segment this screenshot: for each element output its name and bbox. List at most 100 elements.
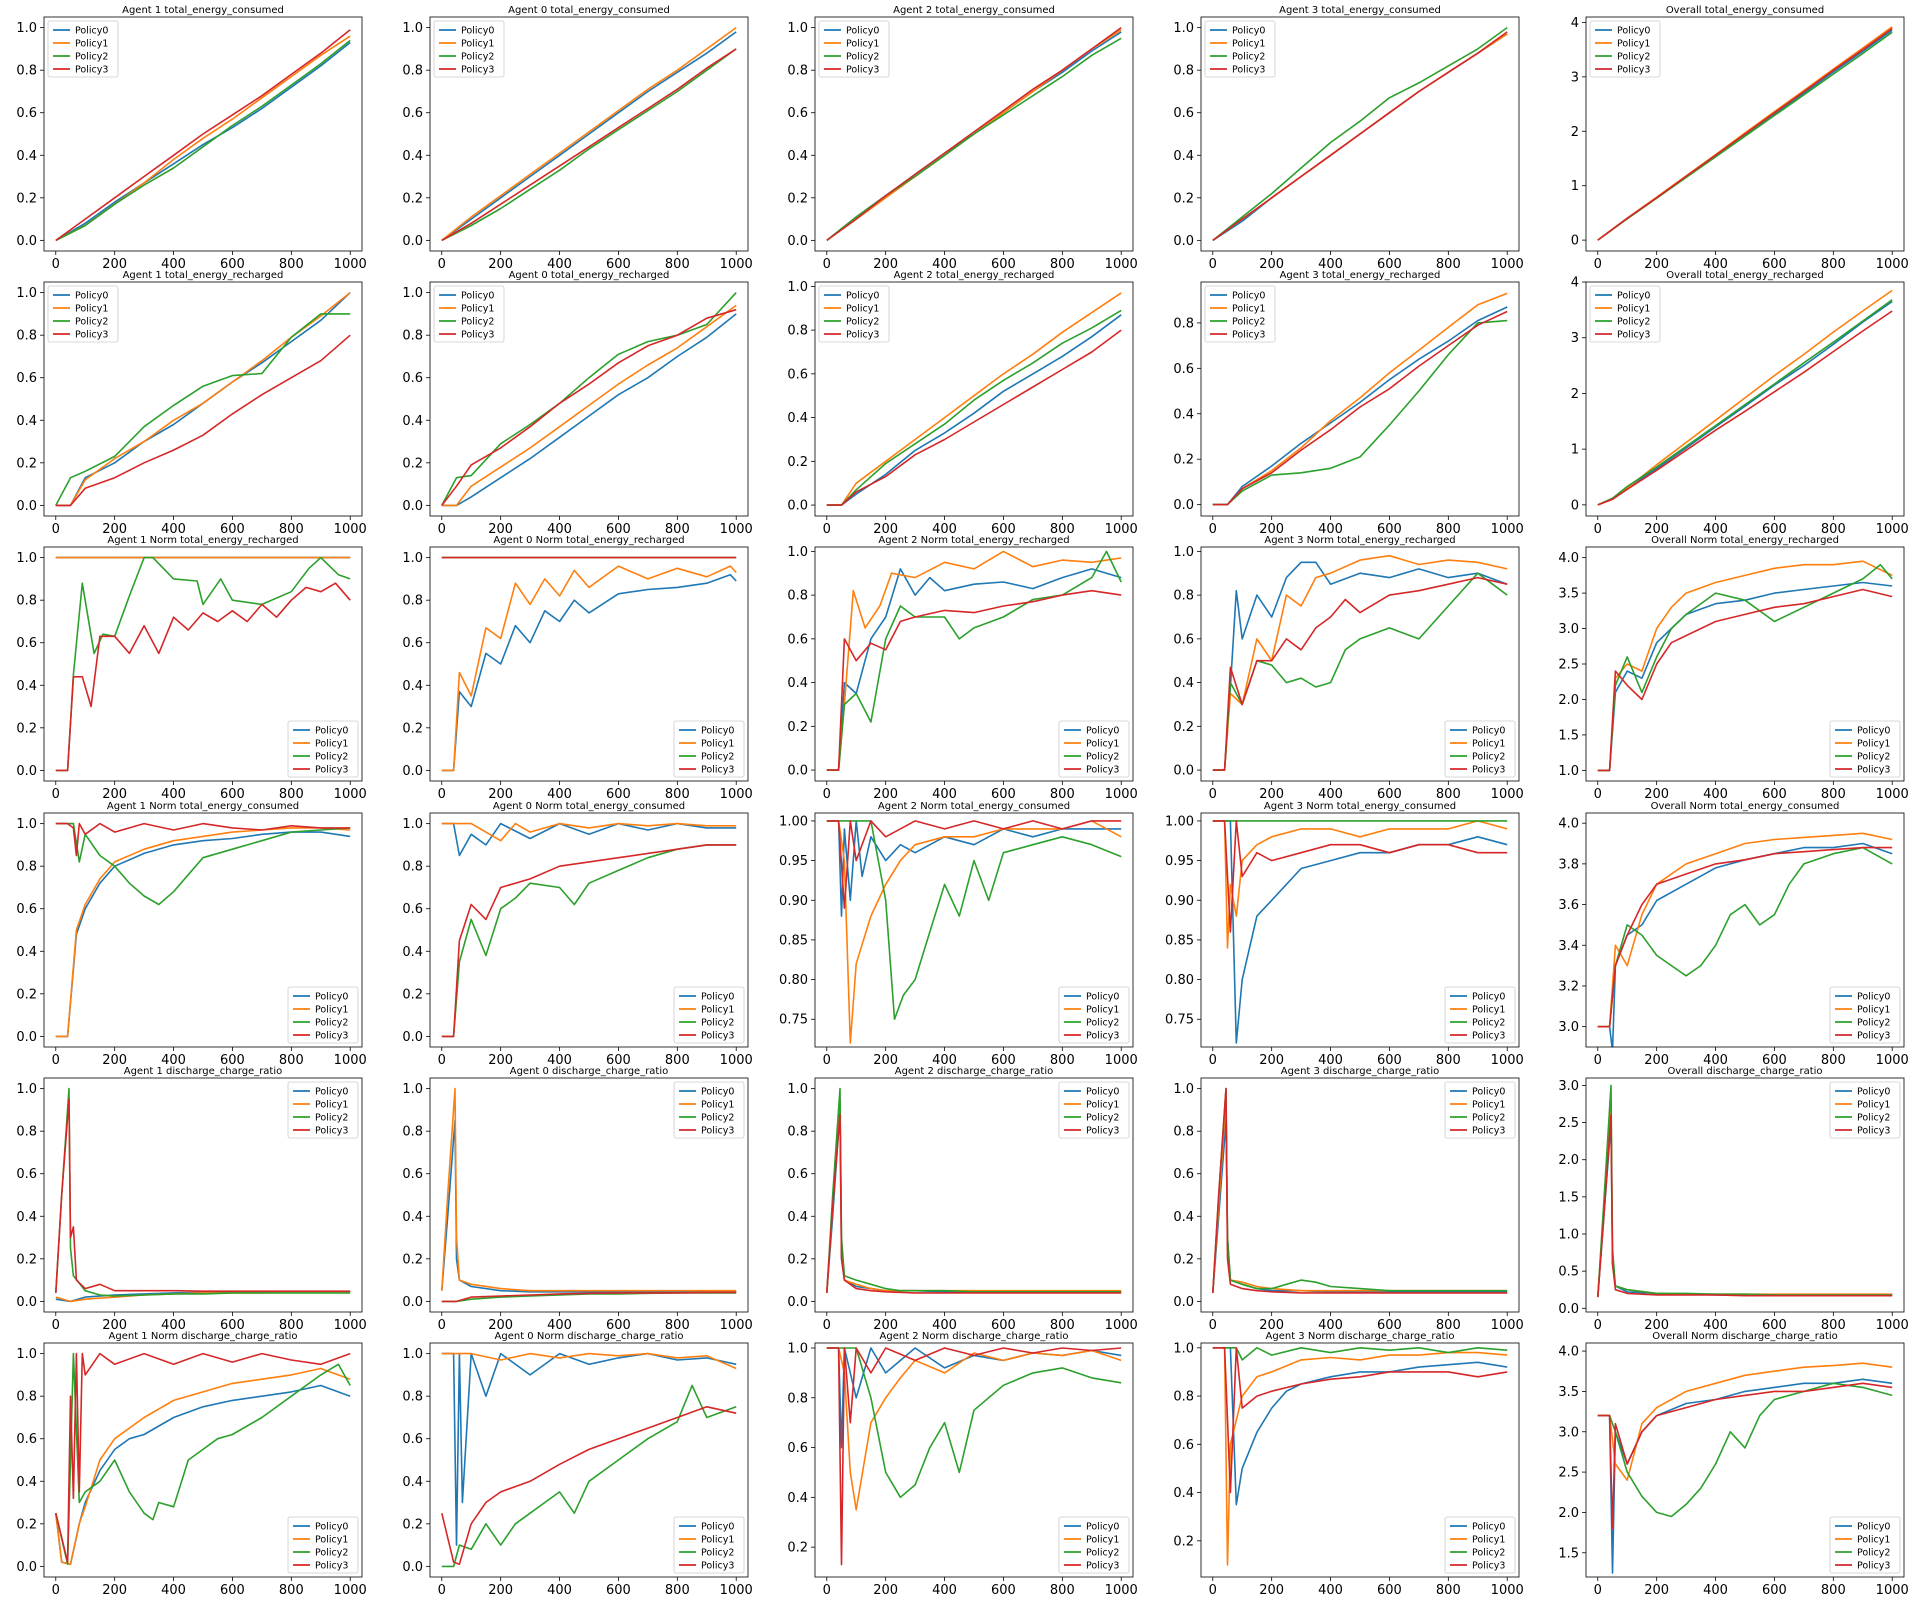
series-line-policy0: [441, 313, 737, 507]
x-tick-label: 800: [1436, 1583, 1461, 1598]
x-tick-label: 200: [102, 1053, 127, 1068]
legend: Policy0 Policy1 Policy2 Policy3: [287, 1081, 359, 1139]
y-tick-label: 0.8: [787, 589, 808, 604]
x-tick-label: 800: [1821, 257, 1846, 272]
y-tick-label: 0.6: [16, 371, 37, 386]
y-tick-label: 1.0: [402, 1347, 423, 1362]
series-line-policy1: [1597, 832, 1893, 1028]
y-tick-label: 0.4: [1173, 676, 1194, 691]
y-tick-label: 0.0: [16, 234, 37, 249]
panel-14: Agent 3 Norm total_energy_recharged 0 200 4…: [1173, 535, 1523, 802]
x-tick-label: 0: [52, 787, 60, 802]
y-tick-label: 2.0: [1558, 1506, 1579, 1521]
legend-label: Policy1: [1232, 304, 1265, 315]
x-tick-label: 600: [220, 1583, 245, 1598]
y-tick-label: 0.2: [787, 1252, 808, 1267]
x-tick-label: 1000: [1491, 522, 1524, 537]
plot-frame: [43, 812, 363, 1048]
legend: Policy0 Policy1 Policy2 Policy3: [1058, 720, 1130, 778]
series-line-policy3: [1597, 27, 1893, 241]
x-tick-label: 0: [1594, 1053, 1602, 1068]
y-tick-label: 0.8: [402, 860, 423, 875]
x-tick-label: 1000: [1491, 1318, 1524, 1333]
legend-label: Policy0: [1617, 291, 1650, 302]
legend-label: Policy1: [1617, 39, 1650, 50]
legend: Policy0 Policy1 Policy2 Policy3: [1444, 1516, 1516, 1574]
x-tick-label: 400: [932, 1318, 957, 1333]
x-tick-label: 0: [52, 1318, 60, 1333]
plot-frame: [814, 1077, 1134, 1313]
x-tick-label: 200: [873, 787, 898, 802]
plot-frame: [1200, 16, 1520, 252]
legend-box: [673, 1081, 745, 1139]
x-tick-label: 0: [1209, 257, 1217, 272]
series-line-policy0: [826, 314, 1122, 506]
y-tick-label: 0.6: [16, 1432, 37, 1447]
series-line-policy3: [1212, 1087, 1508, 1294]
legend-label: Policy0: [701, 726, 734, 737]
x-tick-label: 1000: [720, 522, 753, 537]
legend-label: Policy3: [701, 1126, 734, 1137]
x-tick-label: 200: [873, 1318, 898, 1333]
x-tick-label: 600: [991, 1053, 1016, 1068]
y-tick-label: 0.2: [16, 1517, 37, 1532]
x-tick-label: 0: [823, 257, 831, 272]
x-tick-label: 800: [279, 522, 304, 537]
chart-title: Agent 3 discharge_charge_ratio: [1281, 1066, 1440, 1077]
x-tick-label: 200: [1259, 257, 1284, 272]
x-tick-label: 800: [1050, 1318, 1075, 1333]
y-tick-label: 0.4: [16, 679, 37, 694]
x-tick-label: 600: [991, 1318, 1016, 1333]
y-tick-label: 1.0: [402, 551, 423, 566]
panel-13: Agent 2 Norm total_energy_recharged 0 200 4…: [787, 535, 1137, 802]
y-tick-label: 0.95: [779, 854, 808, 869]
x-tick-label: 1000: [334, 787, 367, 802]
legend-label: Policy0: [1232, 26, 1265, 37]
y-tick-label: 0.0: [16, 499, 37, 514]
x-tick-label: 600: [1377, 787, 1402, 802]
legend-label: Policy3: [1472, 1126, 1505, 1137]
legend-label: Policy2: [1086, 1018, 1119, 1029]
x-tick-label: 400: [1318, 1583, 1343, 1598]
x-tick-label: 200: [873, 1053, 898, 1068]
legend-label: Policy2: [1617, 52, 1650, 63]
x-tick-label: 600: [1762, 787, 1787, 802]
legend-label: Policy0: [75, 26, 108, 37]
y-tick-label: 0.6: [1173, 1167, 1194, 1182]
x-tick-label: 1000: [1876, 1318, 1909, 1333]
legend-box: [818, 285, 890, 343]
legend-label: Policy3: [846, 330, 879, 341]
x-tick-label: 400: [161, 257, 186, 272]
chart-title: Overall discharge_charge_ratio: [1667, 1066, 1822, 1077]
x-tick-label: 800: [665, 1053, 690, 1068]
series-line-policy0: [441, 31, 737, 242]
y-tick-label: 0.0: [1173, 1295, 1194, 1310]
y-tick-label: 0.0: [402, 764, 423, 779]
y-tick-label: 0.6: [787, 1441, 808, 1456]
series-line-policy2: [1597, 846, 1893, 1028]
x-tick-label: 1000: [720, 1053, 753, 1068]
y-tick-label: 0.8: [1173, 64, 1194, 79]
legend: Policy0 Policy1 Policy2 Policy3: [287, 1516, 359, 1574]
legend: Policy0 Policy1 Policy2 Policy3: [1058, 1516, 1130, 1574]
x-tick-label: 1000: [1876, 787, 1909, 802]
legend-label: Policy3: [1857, 1031, 1890, 1042]
series-line-policy3: [55, 1098, 351, 1293]
panel-1: Agent 1 total_energy_consumed 0 200 400 600 8…: [16, 5, 366, 272]
chart-title: Agent 1 Norm total_energy_recharged: [107, 535, 298, 546]
y-tick-label: 3.0: [1558, 622, 1579, 637]
legend-label: Policy0: [1086, 726, 1119, 737]
y-tick-label: 0.0: [1173, 764, 1194, 779]
series-line-policy0: [1212, 1347, 1508, 1506]
legend-label: Policy2: [461, 52, 494, 63]
legend-label: Policy1: [1857, 739, 1890, 750]
y-tick-label: 0.4: [16, 1475, 37, 1490]
panel-24: Agent 3 discharge_charge_ratio 0 200 400 600…: [1173, 1066, 1523, 1333]
y-tick-label: 0.6: [1173, 362, 1194, 377]
panel-7: Agent 0 total_energy_recharged 0 200 400 600…: [402, 270, 752, 537]
x-tick-label: 0: [1209, 1318, 1217, 1333]
y-tick-label: 2.5: [1558, 1116, 1579, 1131]
series-line-policy1: [441, 822, 737, 842]
y-tick-label: 1.0: [1558, 1228, 1579, 1243]
x-tick-label: 0: [1594, 1583, 1602, 1598]
